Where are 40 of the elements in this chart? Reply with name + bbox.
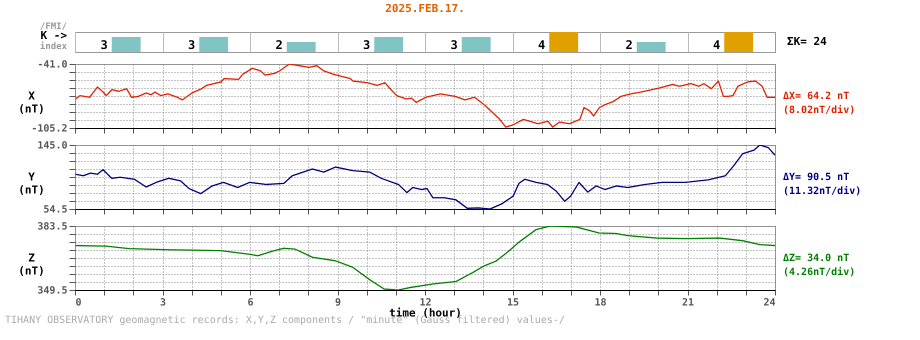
- text: ΔY= 90.5 nT: [783, 172, 850, 183]
- y-axis-title: Y (nT): [18, 170, 45, 196]
- data-label: 2: [626, 38, 633, 52]
- x-tick-label: 0: [76, 298, 82, 308]
- text: (11.32nT/div): [783, 185, 862, 197]
- data-label: 3: [188, 38, 196, 52]
- chart-title: 2025.FEB.17.: [385, 2, 465, 15]
- data-label: 2: [276, 38, 283, 52]
- x-tick-label: 21: [682, 298, 694, 308]
- data-label: 4: [538, 38, 546, 52]
- data-label: 4: [713, 38, 720, 52]
- x-tick-label: 9: [334, 298, 342, 308]
- y-tick-label: 54.5: [43, 204, 68, 216]
- line-series: [75, 145, 775, 209]
- data-label: 3: [450, 38, 458, 52]
- y-tick-label: 349.5: [37, 286, 68, 296]
- x-tick-label: 6: [247, 298, 254, 308]
- text: index: [40, 41, 68, 52]
- text: ΔZ= 34.0 nT: [783, 253, 850, 264]
- text: /FMI/: [40, 22, 67, 32]
- data-label: 3: [100, 38, 108, 52]
- x-tick-label: 15: [506, 298, 520, 308]
- text: ΣK= 24: [787, 35, 828, 48]
- text: ΔX= 64.2 nT: [783, 91, 850, 102]
- x-tick-label: 18: [594, 298, 607, 308]
- text: (8.02nT/div): [783, 104, 856, 116]
- x-tick-label: 12: [419, 298, 432, 308]
- x-tick-label: 24: [763, 298, 776, 308]
- x-tick-label: 3: [160, 298, 166, 308]
- y-tick-label: -41.0: [37, 60, 68, 70]
- y-tick-label: 383.5: [37, 222, 68, 232]
- text: (4.26nT/div): [783, 266, 856, 278]
- y-axis-title: X (nT): [18, 90, 45, 116]
- y-tick-label: 145.0: [37, 140, 68, 152]
- y-tick-label: -105.2: [31, 124, 68, 134]
- y-axis-title: Z (nT): [18, 252, 45, 278]
- line-series: [75, 64, 775, 128]
- data-label: 3: [363, 38, 370, 52]
- line-series: [75, 226, 775, 290]
- text: K ->: [40, 29, 68, 42]
